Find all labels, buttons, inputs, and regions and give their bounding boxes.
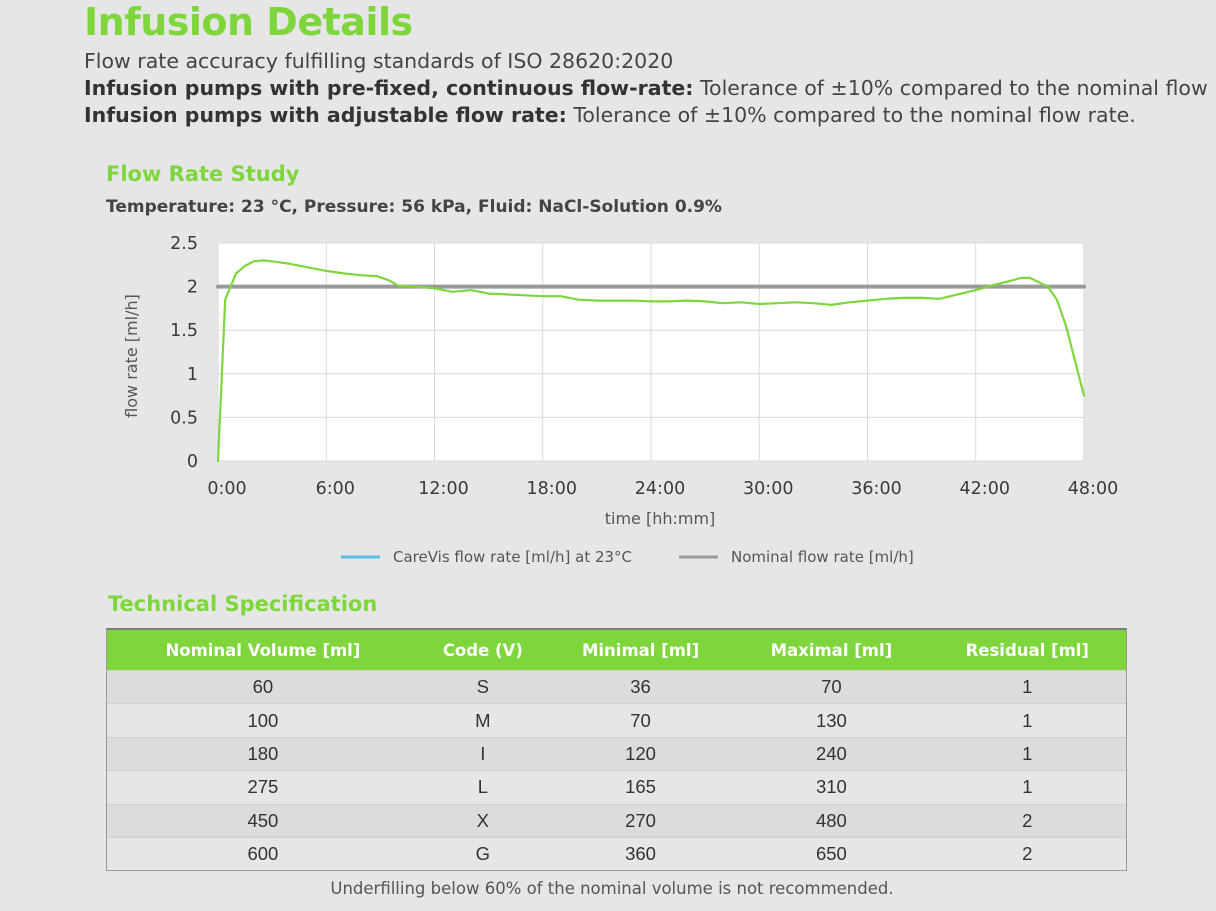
table-row: 450 X 270 480 2 xyxy=(107,803,1126,838)
cell-nominal-volume: 600 xyxy=(107,836,419,871)
cell-nominal-volume: 100 xyxy=(107,703,419,738)
cell-minimal: 165 xyxy=(546,770,735,805)
spec-table: Nominal Volume [ml] Code (V) Minimal [ml… xyxy=(106,628,1127,872)
x-tick-label: 0:00 xyxy=(207,479,246,499)
cell-code: G xyxy=(418,836,547,871)
y-axis-ticks: 0 0.5 1 1.5 2 2.5 xyxy=(170,234,198,472)
y-tick-label: 2.5 xyxy=(170,234,198,254)
fixed-rate-tolerance-line: Infusion pumps with pre-fixed, continuou… xyxy=(84,75,1216,102)
cell-maximal: 480 xyxy=(734,803,929,838)
cell-nominal-volume: 180 xyxy=(107,736,419,771)
y-tick-label: 0.5 xyxy=(170,408,198,428)
flow-rate-chart: 0 0.5 1 1.5 2 2.5 0:00 6:00 12:00 18:00 24:00 30:0… xyxy=(122,234,1118,566)
cell-minimal: 70 xyxy=(546,703,735,738)
cell-maximal: 240 xyxy=(734,736,929,771)
cell-maximal: 310 xyxy=(734,770,929,805)
cell-residual: 1 xyxy=(928,669,1126,704)
adjustable-rate-tolerance: Tolerance of ±10% compared to the nomina… xyxy=(566,103,1136,127)
legend-label-carevis: CareVis flow rate [ml/h] at 23°C xyxy=(393,548,632,566)
y-tick-label: 2 xyxy=(187,278,198,298)
cell-maximal: 130 xyxy=(734,703,929,738)
cell-residual: 1 xyxy=(928,770,1126,805)
cell-minimal: 36 xyxy=(546,669,735,704)
col-minimal: Minimal [ml] xyxy=(546,630,735,671)
cell-code: S xyxy=(418,669,547,704)
legend-label-nominal: Nominal flow rate [ml/h] xyxy=(731,548,914,566)
x-tick-label: 18:00 xyxy=(527,479,577,499)
col-maximal: Maximal [ml] xyxy=(734,630,929,671)
cell-residual: 1 xyxy=(928,703,1126,738)
page-title: Infusion Details xyxy=(84,0,413,44)
table-row: 100 M 70 130 1 xyxy=(107,703,1126,738)
y-tick-label: 1.5 xyxy=(170,321,198,341)
chart-legend: CareVis flow rate [ml/h] at 23°C Nominal… xyxy=(341,548,914,566)
x-tick-label: 12:00 xyxy=(418,479,468,499)
underfilling-footnote: Underfilling below 60% of the nominal vo… xyxy=(330,879,894,898)
flow-rate-study-title: Flow Rate Study xyxy=(106,162,300,186)
cell-code: X xyxy=(418,803,547,838)
cell-maximal: 70 xyxy=(734,669,929,704)
x-tick-label: 24:00 xyxy=(635,479,685,499)
cell-minimal: 270 xyxy=(546,803,735,838)
series-line-carevis xyxy=(216,259,1086,463)
fixed-rate-label: Infusion pumps with pre-fixed, continuou… xyxy=(84,76,694,100)
cell-maximal: 650 xyxy=(734,836,929,871)
cell-residual: 1 xyxy=(928,736,1126,771)
spec-table-header-row: Nominal Volume [ml] Code (V) Minimal [ml… xyxy=(107,630,1126,671)
cell-code: M xyxy=(418,703,547,738)
chart-grid xyxy=(217,242,1085,462)
technical-spec-title: Technical Specification xyxy=(108,592,378,616)
cell-nominal-volume: 275 xyxy=(107,770,419,805)
cell-code: I xyxy=(418,736,547,771)
col-nominal-volume: Nominal Volume [ml] xyxy=(107,630,419,671)
chart-series xyxy=(216,259,1086,463)
y-tick-label: 1 xyxy=(187,365,198,385)
x-tick-label: 42:00 xyxy=(960,479,1010,499)
adjustable-rate-label: Infusion pumps with adjustable flow rate… xyxy=(84,103,567,127)
cell-minimal: 120 xyxy=(546,736,735,771)
cell-nominal-volume: 60 xyxy=(107,669,419,704)
intro-text: Flow rate accuracy fulfilling standards … xyxy=(84,48,1216,129)
x-tick-label: 48:00 xyxy=(1068,479,1118,499)
cell-nominal-volume: 450 xyxy=(107,803,419,838)
x-tick-label: 30:00 xyxy=(743,479,793,499)
col-code: Code (V) xyxy=(418,630,547,671)
x-tick-label: 36:00 xyxy=(851,479,901,499)
cell-code: L xyxy=(418,770,547,805)
adjustable-rate-tolerance-line: Infusion pumps with adjustable flow rate… xyxy=(84,102,1216,129)
x-axis-ticks: 0:00 6:00 12:00 18:00 24:00 30:00 36:00 42:00 48… xyxy=(207,479,1118,499)
x-tick-label: 6:00 xyxy=(316,479,355,499)
table-row: 275 L 165 310 1 xyxy=(107,770,1126,805)
table-row: 180 I 120 240 1 xyxy=(107,736,1126,771)
x-axis-label: time [hh:mm] xyxy=(605,509,716,528)
col-residual: Residual [ml] xyxy=(928,630,1126,671)
y-tick-label: 0 xyxy=(187,452,198,472)
iso-standard-line: Flow rate accuracy fulfilling standards … xyxy=(84,49,674,73)
table-row: 600 G 360 650 2 xyxy=(107,836,1126,871)
cell-minimal: 360 xyxy=(546,836,735,871)
fixed-rate-tolerance: Tolerance of ±10% compared to the nomina… xyxy=(693,76,1216,100)
study-conditions: Temperature: 23 °C, Pressure: 56 kPa, Fl… xyxy=(106,197,722,217)
cell-residual: 2 xyxy=(928,803,1126,838)
y-axis-label: flow rate [ml/h] xyxy=(122,294,141,418)
table-row: 60 S 36 70 1 xyxy=(107,669,1126,704)
cell-residual: 2 xyxy=(928,836,1126,871)
